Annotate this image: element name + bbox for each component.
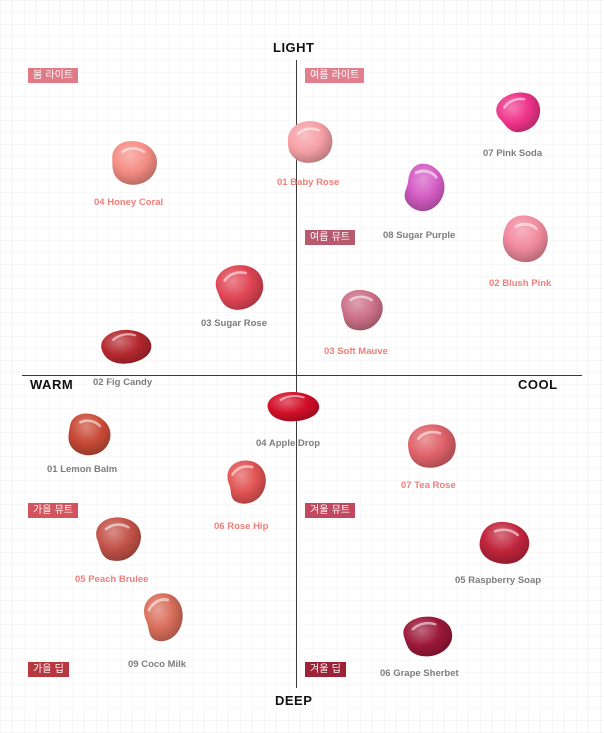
shade-label: 01 Lemon Balm: [47, 464, 118, 475]
shade-label: 07 Tea Rose: [401, 480, 456, 491]
lip-swatch: [68, 413, 111, 456]
axis-label-warm: WARM: [30, 377, 74, 392]
axis-label-light: LIGHT: [273, 40, 315, 55]
lip-swatch: [496, 92, 541, 133]
shade-label: 06 Grape Sherbet: [380, 668, 459, 679]
season-tag: 봄 라이트: [28, 68, 78, 83]
lip-swatch: [215, 265, 264, 310]
lip-swatch: [96, 517, 141, 561]
shade-label: 01 Baby Rose: [277, 177, 340, 188]
lip-swatch: [227, 460, 266, 504]
lip-swatch: [101, 329, 152, 364]
lip-swatch: [502, 215, 548, 263]
season-tag: 가을 뮤트: [28, 503, 78, 518]
shade-label: 08 Sugar Purple: [383, 230, 456, 241]
shade-label: 04 Honey Coral: [94, 197, 164, 208]
shade-label: 02 Blush Pink: [489, 278, 552, 289]
season-tag: 겨울 딥: [305, 662, 346, 677]
axis-label-cool: COOL: [518, 377, 558, 392]
axis-label-deep: DEEP: [275, 693, 313, 708]
lip-swatch: [341, 289, 383, 331]
shade-label: 05 Peach Brulee: [75, 574, 149, 585]
lip-swatch: [404, 163, 445, 212]
lip-swatch: [403, 616, 453, 657]
shade-label: 04 Apple Drop: [256, 438, 321, 449]
lip-swatch: [144, 593, 183, 642]
lip-swatch: [267, 391, 320, 422]
lip-swatch: [112, 140, 157, 185]
season-tag: 겨울 뮤트: [305, 503, 355, 518]
season-tag: 여름 뮤트: [305, 230, 355, 245]
lip-swatch: [479, 521, 530, 564]
season-tag: 여름 라이트: [305, 68, 365, 83]
shade-label: 07 Pink Soda: [483, 148, 543, 159]
shade-label: 03 Sugar Rose: [201, 318, 267, 329]
season-tag: 가을 딥: [28, 662, 69, 677]
light-deep-axis: [296, 60, 297, 688]
shade-label: 03 Soft Mauve: [324, 346, 388, 357]
lip-swatch: [287, 121, 333, 163]
shade-label: 02 Fig Candy: [93, 377, 153, 388]
shade-label: 06 Rose Hip: [214, 521, 269, 532]
lip-swatch: [408, 424, 456, 468]
shade-label: 09 Coco Milk: [128, 659, 187, 670]
warm-cool-axis: [22, 375, 582, 376]
shade-label: 05 Raspberry Soap: [455, 575, 542, 586]
